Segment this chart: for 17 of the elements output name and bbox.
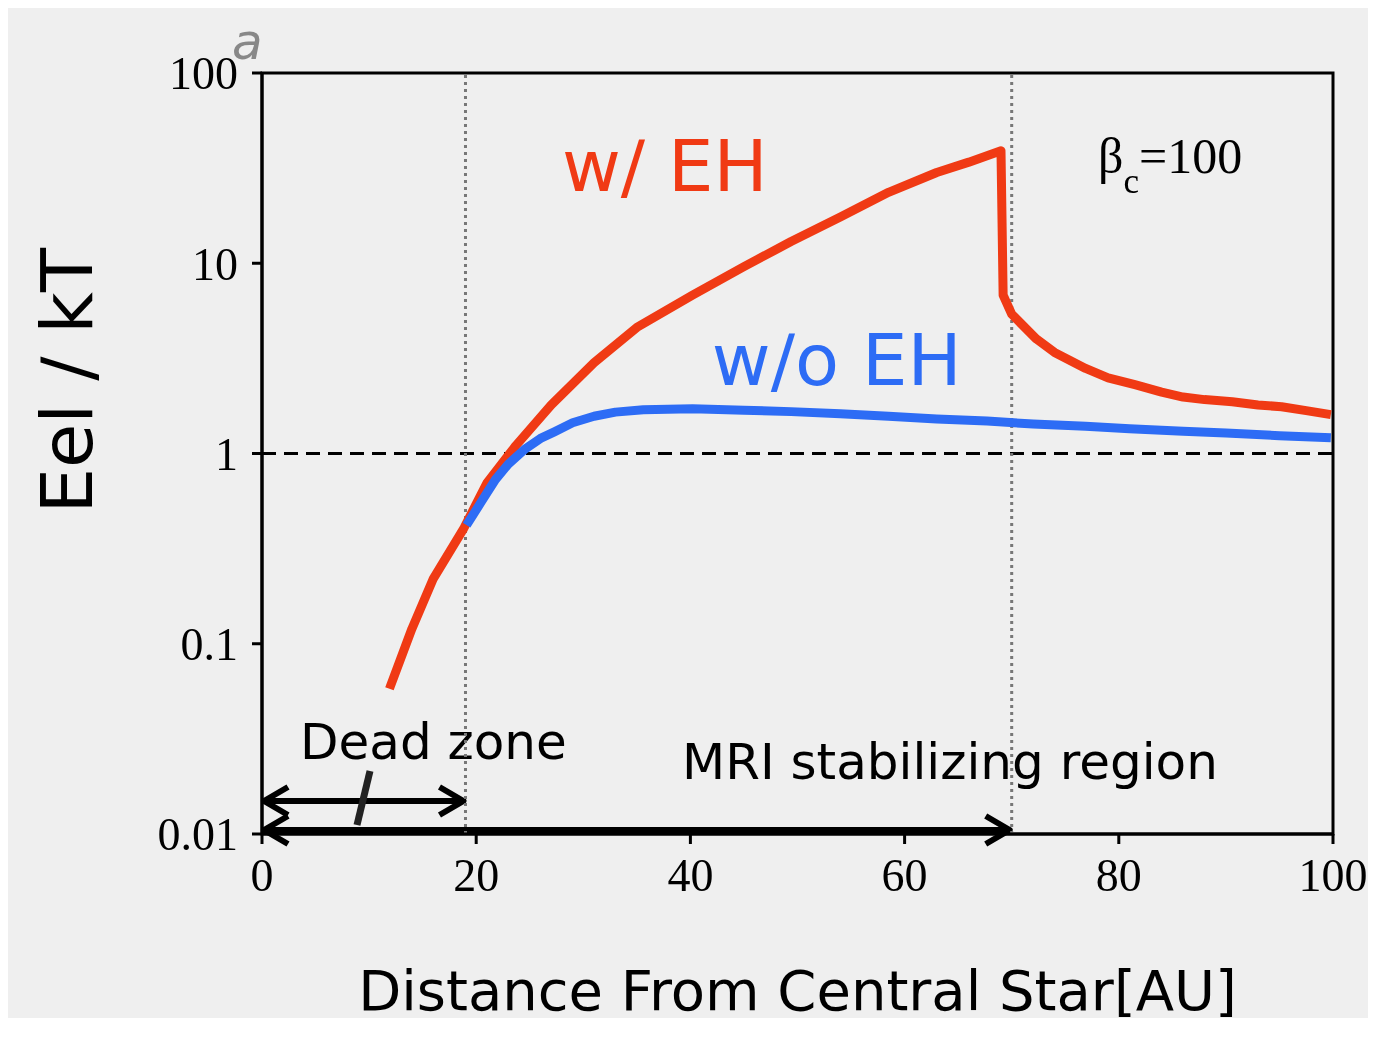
annotation: Dead zone [300,713,567,771]
y-tick-label: 1 [215,428,238,480]
series-label: w/o EH [711,317,962,402]
x-axis-title: Distance From Central Star[AU] [358,958,1237,1023]
x-tick-label: 40 [667,849,714,901]
y-tick-label: 0.01 [157,809,238,861]
annotation: MRI stabilizing region [682,733,1218,791]
x-tick-label: 20 [453,849,500,901]
y-tick-label: 0.1 [180,619,238,671]
y-tick-label: 10 [192,238,238,290]
x-tick-label: 60 [881,849,928,901]
y-axis-title: Eel / kT [24,246,109,514]
x-tick-label: 100 [1298,849,1368,901]
x-tick-label: 0 [250,849,274,901]
annotation: β$_{c}$=100 [1098,128,1243,201]
x-tick-label: 80 [1095,849,1142,901]
series-label: w/ EH [561,123,768,208]
